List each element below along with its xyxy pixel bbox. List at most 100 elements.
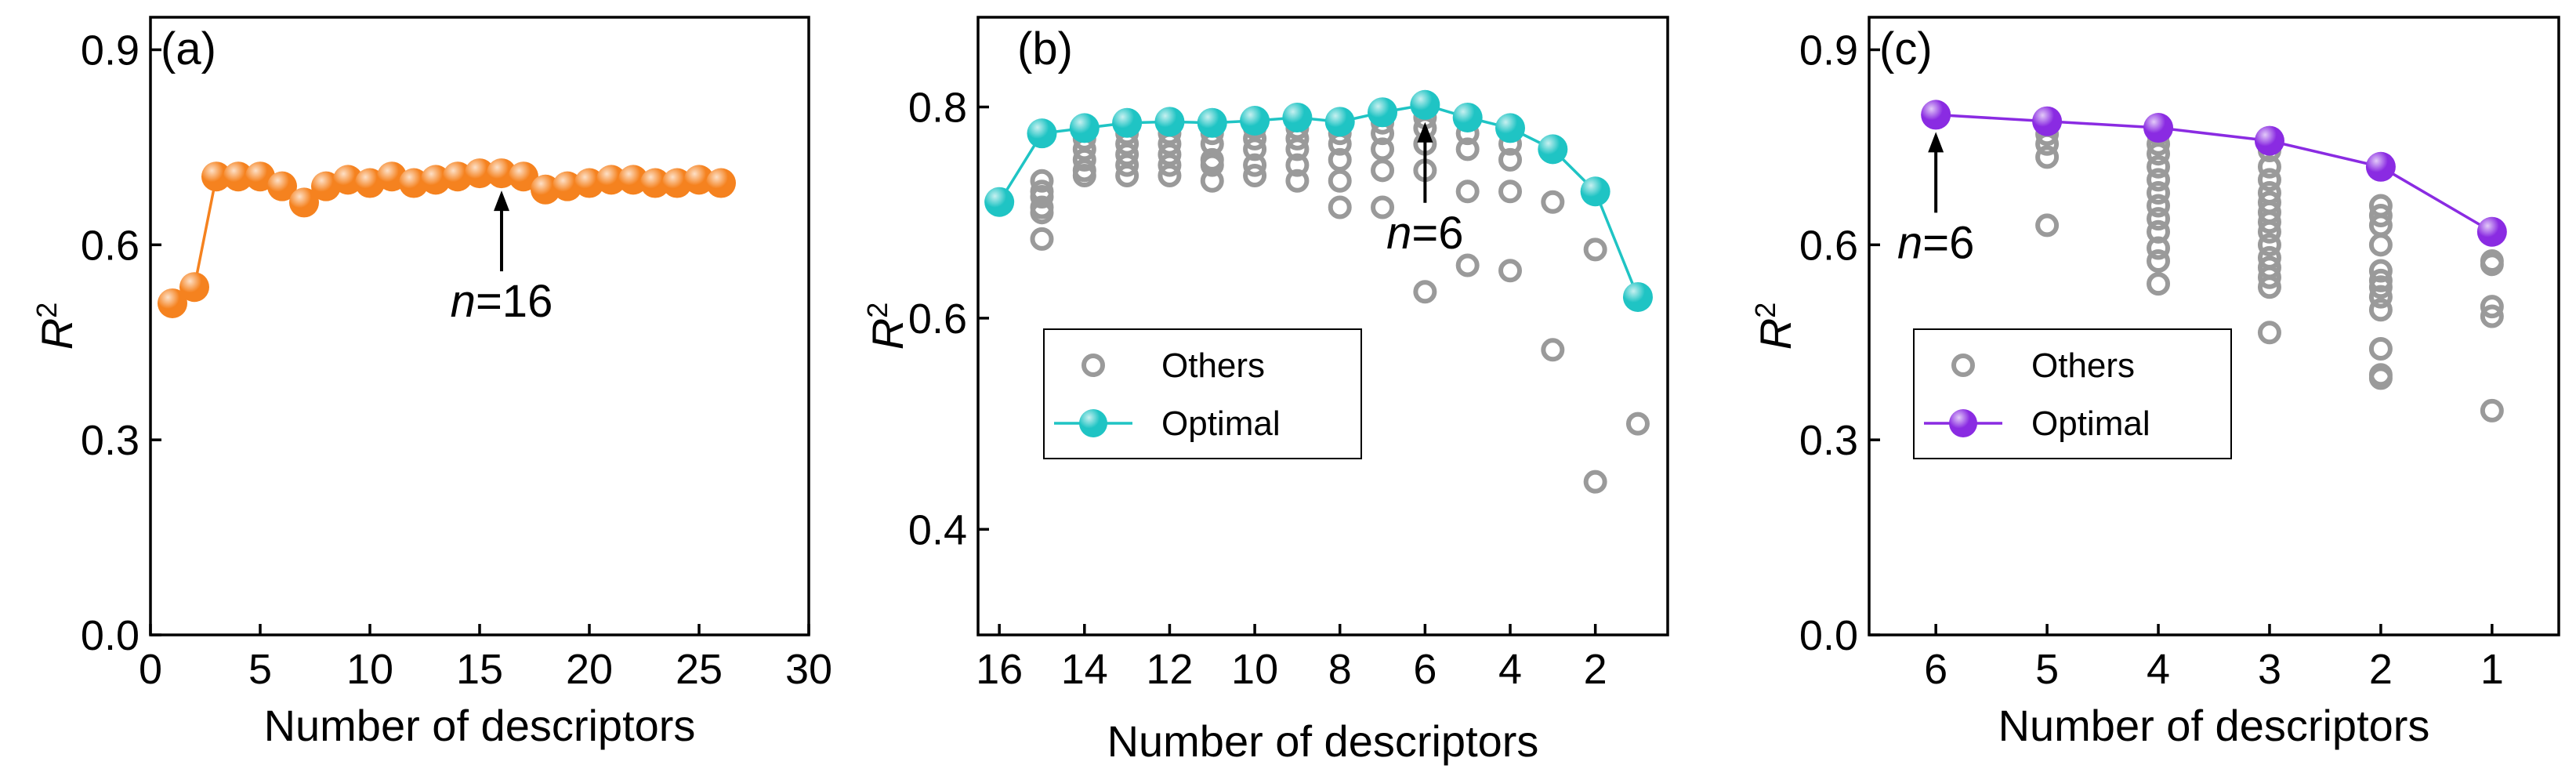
panel-a-annotation: n=16 [451,190,553,327]
panel-b-legend-optimal-marker [1079,409,1107,437]
panel-a: (a) Number of descriptors R2 0 5 10 15 20 25 3… [31,16,832,750]
others-point [1115,164,1139,188]
x-tick-label: 5 [248,646,272,693]
optimal-line [1936,113,2493,234]
others-point [1285,137,1310,161]
others-point [1498,259,1523,283]
panel-c-legend-others-marker [1951,354,1975,377]
optimal-point [1197,107,1227,138]
others-point [2257,275,2281,299]
optimal-line [998,103,1639,298]
others-point [1455,179,1480,204]
data-point [618,165,648,195]
arrow-head [1928,132,1944,153]
data-point [574,168,604,198]
others-point [2480,398,2504,422]
others-point [2147,168,2171,192]
others-point [2368,366,2393,390]
others-point [2257,321,2281,345]
data-point [640,168,670,198]
panel-b-legend-box [1043,328,1362,459]
panel-b: (b) Number of descriptors R2 16 14 12 10 8 6 4… [861,16,1669,766]
others-point [1583,238,1607,262]
y-tick-label: 0.3 [1799,417,1858,464]
panel-c-xlabel: Number of descriptors [1998,701,2430,750]
data-point [509,161,538,192]
others-point [2147,207,2171,231]
optimal-point [1622,281,1653,312]
others-point [1625,412,1650,436]
others-point [2147,194,2171,218]
optimal-point [1112,107,1143,138]
others-point [1158,164,1182,188]
y-tick-label: 0.8 [908,84,967,131]
others-point [1243,153,1267,177]
others-point [2147,249,2171,274]
optimal-point [1580,176,1610,207]
optimal-point [1410,89,1440,120]
x-tick-label: 10 [1231,646,1278,693]
data-point [684,165,714,195]
y-tick-label: 0.0 [81,612,139,659]
y-tick-label: 0.4 [908,506,967,553]
panel-b-legend-others-marker [1081,354,1105,377]
panel-b-annotation-text: n=6 [1386,208,1463,259]
data-point [223,161,253,192]
others-point [1200,153,1224,177]
data-point [289,187,319,218]
panel-b-legend: Others Optimal [1043,328,1362,459]
others-point [2147,142,2171,166]
optimal-point [2032,106,2063,136]
panel-c-label: (c) [1879,24,1933,74]
optimal-point [1495,113,1526,143]
others-point [2035,213,2060,238]
y-tick-label: 0.6 [81,222,139,269]
optimal-point [1538,134,1568,165]
others-point [1158,153,1182,177]
others-point [1243,137,1267,161]
x-tick-label: 20 [566,646,613,693]
others-point [1285,153,1310,177]
panel-a-annotation-text: n=16 [451,276,553,327]
others-point [1243,164,1267,188]
others-point [1498,147,1523,172]
others-point [1115,153,1139,177]
optimal-point [1324,107,1355,137]
others-point [1455,137,1480,161]
data-point [706,168,736,198]
optimal-point [1921,100,1951,130]
others-point [2257,233,2281,257]
panel-b-legend-others-label: Others [1161,346,1265,385]
data-point [596,165,626,195]
panel-c-legend-optimal-marker [1949,409,1977,437]
others-point [2368,337,2393,361]
optimal-point [2143,113,2174,143]
y-tick-label: 0.0 [1799,612,1858,659]
panel-b-xlabel: Number of descriptors [1107,716,1539,766]
others-point [1328,195,1352,219]
optimal-point [1282,102,1313,132]
panel-c-legend: Others Optimal [1913,328,2232,459]
panel-b-label: (b) [1017,24,1073,74]
others-point [2368,203,2393,227]
others-point [1030,169,1054,193]
x-tick-label: 4 [2147,646,2170,693]
others-point [2257,265,2281,289]
data-point [487,158,516,189]
others-point [1413,280,1437,304]
optimal-point [2365,151,2396,182]
panel-c-frame [1868,16,2560,636]
panel-a-yticks: 0.0 0.3 0.6 0.9 [81,27,161,659]
optimal-point [1027,118,1057,149]
data-point [662,168,692,198]
others-point [2147,236,2171,260]
others-point [1583,470,1607,494]
others-point [2035,145,2060,169]
others-point [1328,169,1352,193]
y-tick-label: 0.9 [81,27,139,74]
others-point [2480,252,2504,277]
data-point [179,272,209,303]
others-point [2480,295,2504,319]
x-tick-label: 15 [456,646,503,693]
panel-c-plot [1921,100,2507,422]
